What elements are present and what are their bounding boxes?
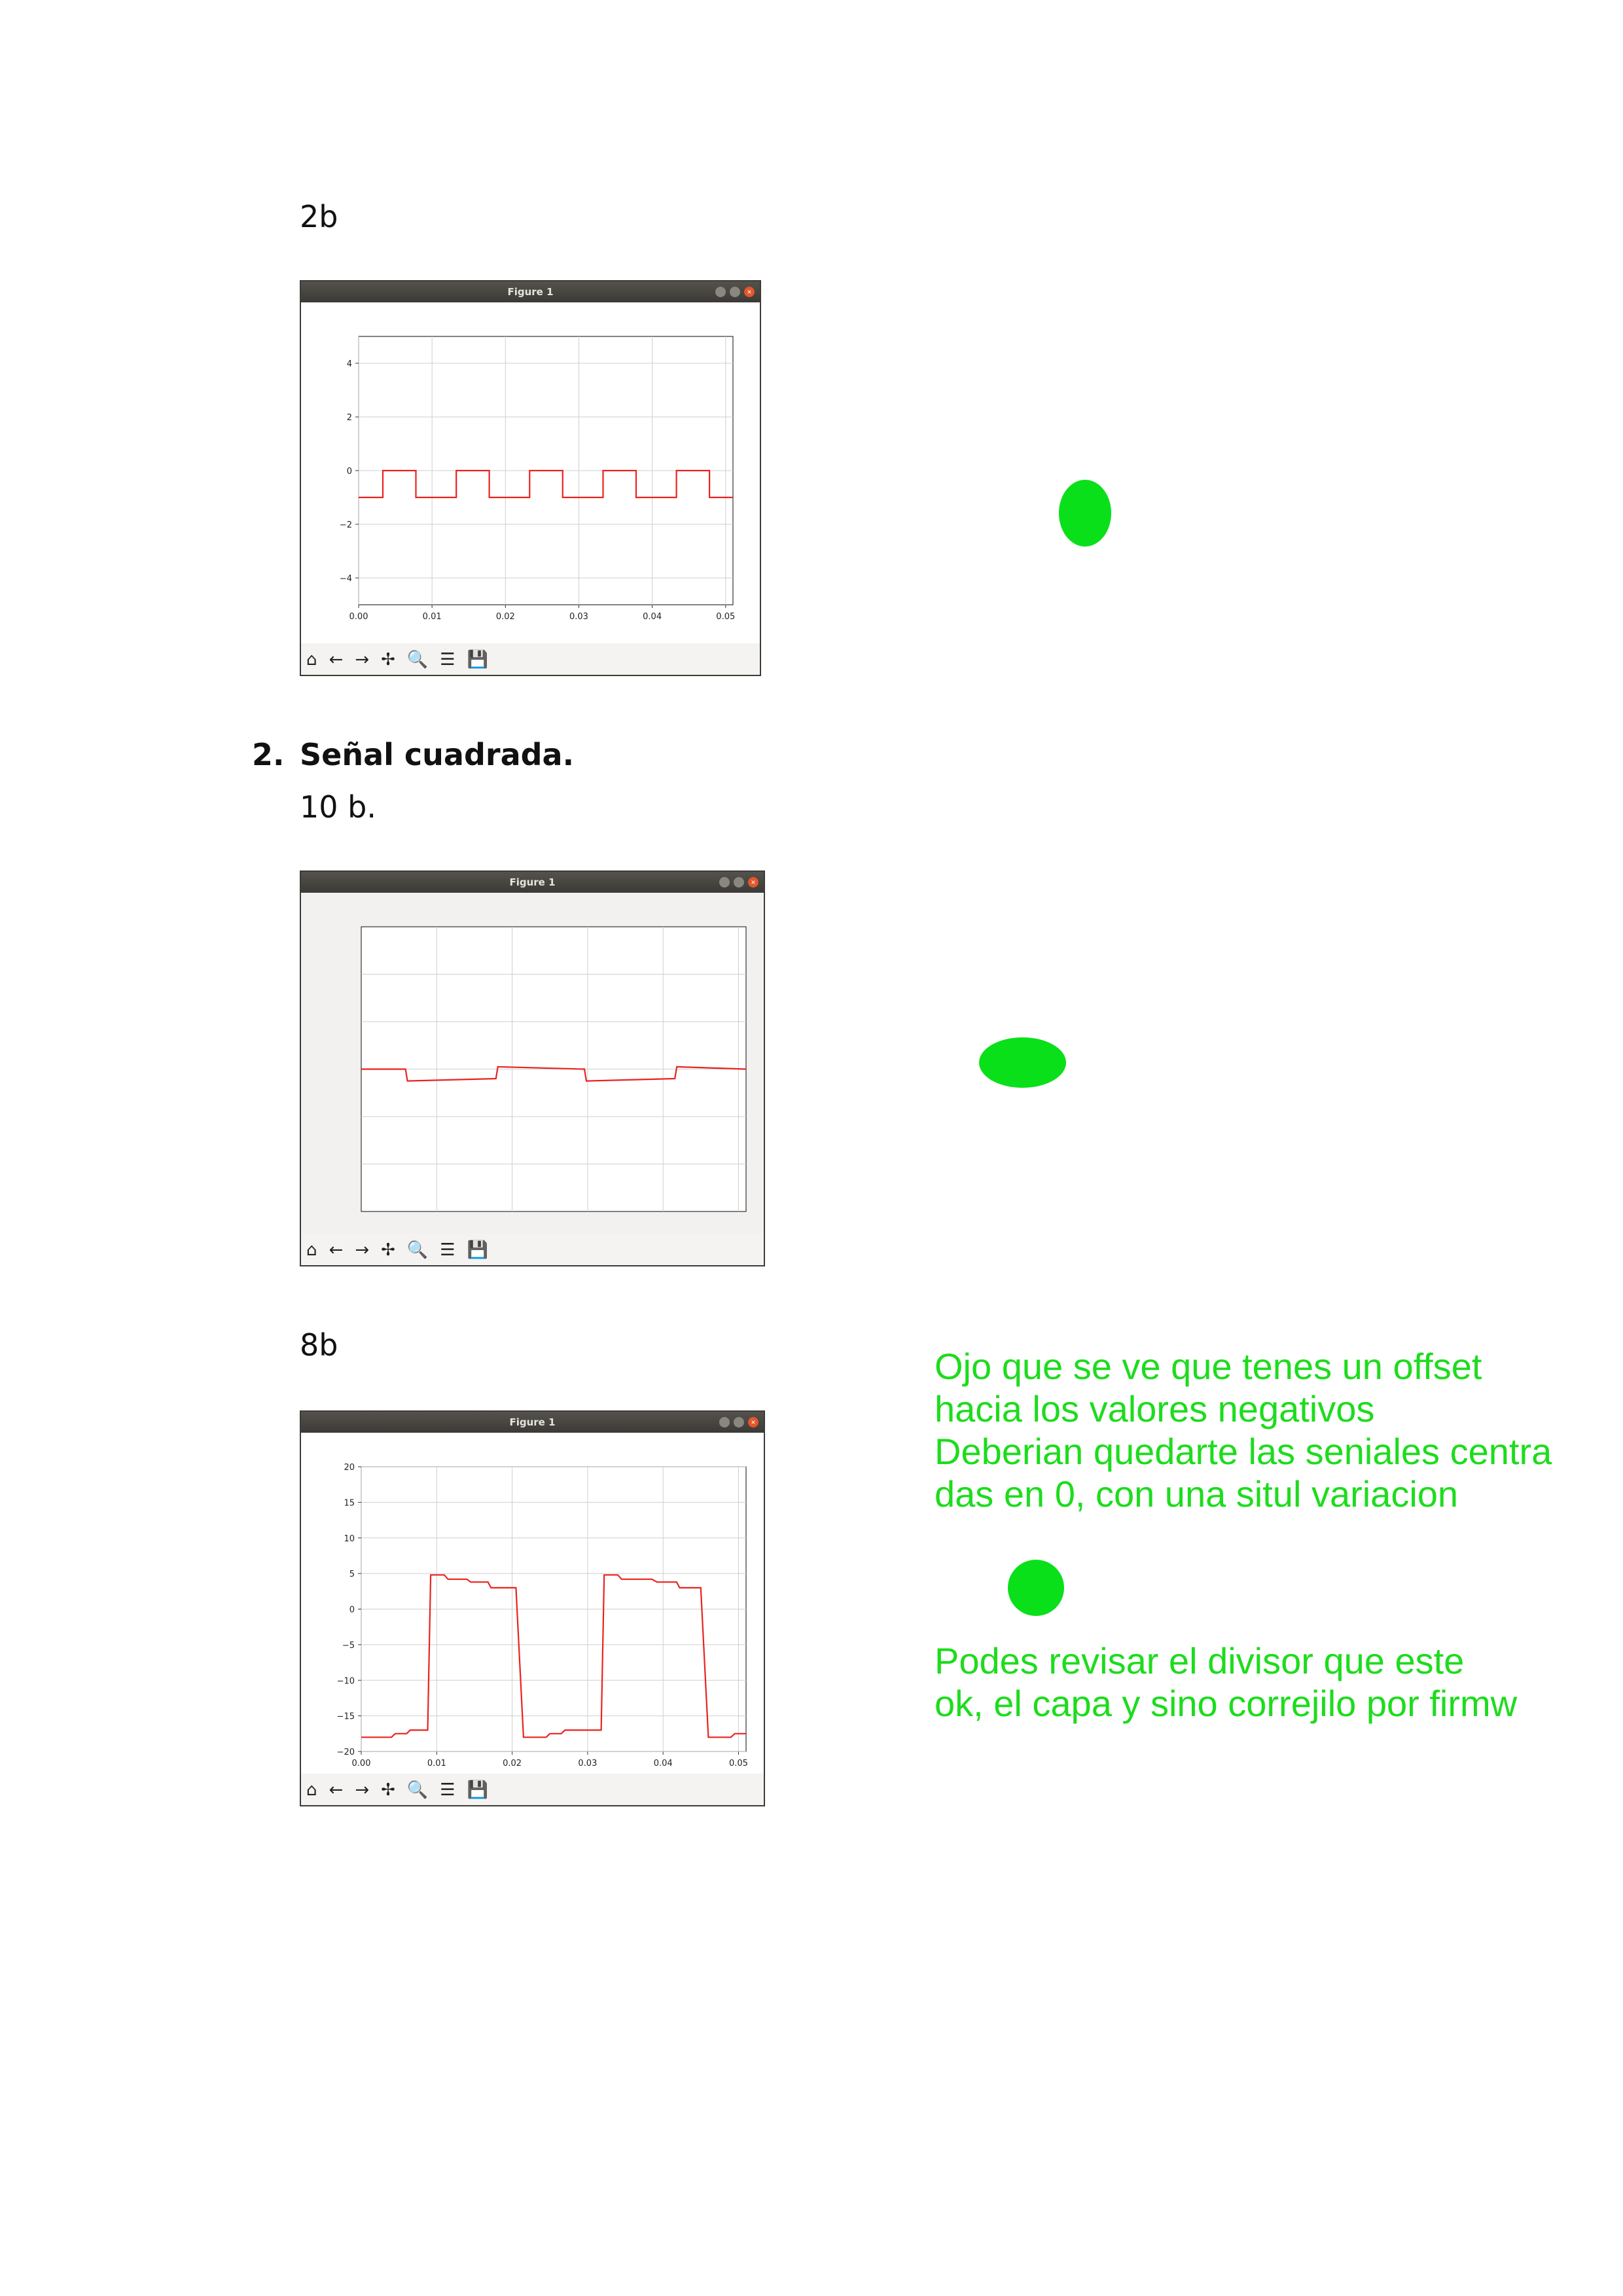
- close-button[interactable]: ×: [748, 1417, 758, 1427]
- x-tick-label: 0.05: [729, 1759, 748, 1768]
- section-heading: Señal cuadrada.: [300, 737, 575, 772]
- review-comment-offset: Ojo que se ve que tenes un offset hacia …: [935, 1346, 1552, 1515]
- figure-label-2b: 2b: [300, 199, 338, 234]
- save-icon[interactable]: 💾: [467, 650, 488, 670]
- configure-subplots-icon[interactable]: ☰: [440, 1240, 455, 1260]
- x-tick-label: 0.02: [503, 1759, 522, 1768]
- chart-2b: 0.00 0.01 0.02 0.03 0.04 0.05 4 2 0 −2 −4: [340, 336, 735, 622]
- y-tick-label: −20: [337, 1748, 355, 1757]
- y-tick-label: −5: [342, 1641, 355, 1651]
- y-tick-label: 10: [344, 1534, 355, 1544]
- y-tick-label: −15: [337, 1712, 355, 1722]
- home-icon[interactable]: ⌂: [306, 650, 317, 670]
- window-title: Figure 1: [509, 876, 556, 888]
- figure-toolbar: ⌂ ← → ✢ 🔍 ☰ 💾: [301, 1235, 764, 1265]
- figure-window-2: Figure 1 × ⌂ ← → ✢ 🔍 ☰ 💾: [300, 870, 765, 1266]
- save-icon[interactable]: 💾: [467, 1780, 488, 1800]
- figure-label-10b: 10 b.: [300, 789, 376, 825]
- window-titlebar: Figure 1: [301, 872, 764, 893]
- chart-10b: [361, 926, 747, 1212]
- y-tick-label: 0: [347, 467, 352, 476]
- figure-toolbar: ⌂ ← → ✢ 🔍 ☰ 💾: [301, 1775, 764, 1805]
- window-titlebar: Figure 1: [301, 1412, 764, 1433]
- pan-icon[interactable]: ✢: [381, 1240, 395, 1260]
- x-tick-label: 0.01: [427, 1759, 446, 1768]
- y-tick-label: −10: [337, 1676, 355, 1686]
- save-icon[interactable]: 💾: [467, 1240, 488, 1260]
- forward-arrow-icon[interactable]: →: [355, 1780, 370, 1800]
- maximize-button[interactable]: [734, 1417, 744, 1427]
- green-mark-3: [1008, 1560, 1064, 1616]
- signal-line: [361, 1574, 746, 1738]
- configure-subplots-icon[interactable]: ☰: [440, 1780, 455, 1800]
- minimize-button[interactable]: [719, 1417, 730, 1427]
- window-title: Figure 1: [507, 286, 554, 298]
- minimize-button[interactable]: [719, 877, 730, 888]
- window-titlebar: Figure 1: [301, 281, 760, 302]
- y-tick-label: 0: [349, 1605, 355, 1615]
- plot-area-1: 0.00 0.01 0.02 0.03 0.04 0.05 4 2 0 −2 −4: [301, 302, 760, 643]
- figure-window-3: Figure 1 × 0.00 0.01 0.02 0.03 0.04 0.05 20 15 1…: [300, 1410, 765, 1806]
- maximize-button[interactable]: [734, 877, 744, 888]
- x-tick-label: 0.00: [349, 612, 368, 622]
- y-tick-label: 2: [347, 413, 352, 423]
- green-mark-2: [979, 1037, 1066, 1088]
- minimize-button[interactable]: [715, 287, 726, 297]
- x-tick-label: 0.03: [569, 612, 588, 622]
- home-icon[interactable]: ⌂: [306, 1240, 317, 1260]
- configure-subplots-icon[interactable]: ☰: [440, 650, 455, 670]
- back-arrow-icon[interactable]: ←: [329, 1240, 344, 1260]
- x-tick-label: 0.04: [654, 1759, 673, 1768]
- x-tick-label: 0.00: [352, 1759, 371, 1768]
- figure-label-8b: 8b: [300, 1327, 338, 1363]
- review-comment-divider: Podes revisar el divisor que este ok, el…: [935, 1640, 1518, 1724]
- section-number: 2.: [252, 737, 285, 772]
- maximize-button[interactable]: [730, 287, 740, 297]
- plot-area-2: [301, 893, 764, 1234]
- close-button[interactable]: ×: [744, 287, 755, 297]
- x-tick-label: 0.05: [716, 612, 735, 622]
- pan-icon[interactable]: ✢: [381, 650, 395, 670]
- signal-line: [361, 1066, 747, 1082]
- close-button[interactable]: ×: [748, 877, 758, 888]
- home-icon[interactable]: ⌂: [306, 1780, 317, 1800]
- green-mark-1: [1059, 480, 1111, 547]
- zoom-icon[interactable]: 🔍: [406, 1780, 429, 1800]
- back-arrow-icon[interactable]: ←: [329, 1780, 344, 1800]
- x-tick-label: 0.03: [578, 1759, 597, 1768]
- forward-arrow-icon[interactable]: →: [355, 1240, 370, 1260]
- pan-icon[interactable]: ✢: [381, 1780, 395, 1800]
- y-tick-label: 15: [344, 1498, 355, 1508]
- x-tick-label: 0.02: [496, 612, 515, 622]
- chart-8b: 0.00 0.01 0.02 0.03 0.04 0.05 20 15 10 5 0 −5 −10 −15…: [337, 1463, 748, 1768]
- back-arrow-icon[interactable]: ←: [329, 650, 344, 670]
- forward-arrow-icon[interactable]: →: [355, 650, 370, 670]
- x-tick-label: 0.04: [643, 612, 662, 622]
- y-tick-label: 5: [349, 1570, 355, 1579]
- window-title: Figure 1: [509, 1416, 556, 1428]
- y-tick-label: −4: [340, 574, 352, 584]
- zoom-icon[interactable]: 🔍: [406, 1240, 429, 1260]
- plot-area-3: 0.00 0.01 0.02 0.03 0.04 0.05 20 15 10 5 0 −5 −10 −15…: [301, 1433, 764, 1774]
- y-tick-label: 20: [344, 1463, 355, 1473]
- y-tick-label: 4: [347, 359, 352, 369]
- x-tick-label: 0.01: [423, 612, 442, 622]
- figure-toolbar: ⌂ ← → ✢ 🔍 ☰ 💾: [301, 645, 760, 675]
- signal-line: [359, 469, 733, 499]
- figure-window-1: Figure 1 × 0.00 0.01 0.02 0.03 0.04 0.05 4 2 0 −2…: [300, 280, 761, 676]
- y-tick-label: −2: [340, 520, 352, 530]
- zoom-icon[interactable]: 🔍: [406, 650, 429, 670]
